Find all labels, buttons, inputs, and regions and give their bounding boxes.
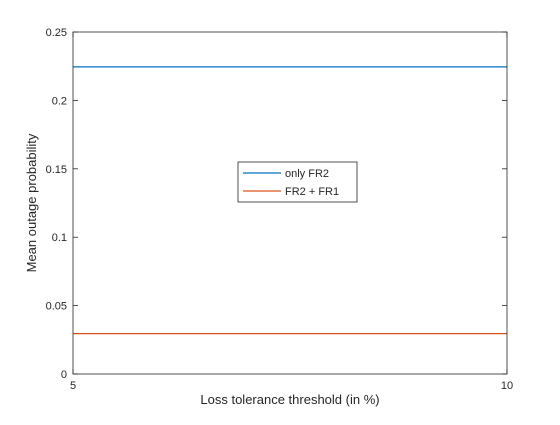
legend-label-1: FR2 + FR1 xyxy=(285,186,339,198)
y-tick-label: 0.25 xyxy=(46,27,67,39)
y-tick-label: 0 xyxy=(61,369,67,381)
legend-label-0: only FR2 xyxy=(285,168,329,180)
x-tick-label: 10 xyxy=(501,380,513,392)
x-axis-label: Loss tolerance threshold (in %) xyxy=(200,392,379,407)
y-tick-label: 0.1 xyxy=(52,232,67,244)
y-axis-label: Mean outage probability xyxy=(24,133,39,272)
y-tick-label: 0.2 xyxy=(52,95,67,107)
plot-area xyxy=(73,32,507,374)
y-tick-label: 0.05 xyxy=(46,301,67,313)
axes-box xyxy=(72,31,508,375)
series-layer xyxy=(73,66,507,335)
ticks-layer: 5 10 0 0.05 0.1 0.15 0.2 0.25 xyxy=(46,27,514,392)
y-tick-label: 0.15 xyxy=(46,164,67,176)
legend: only FR2 FR2 + FR1 xyxy=(237,161,358,203)
legend-box xyxy=(237,161,358,203)
x-tick-label: 5 xyxy=(70,380,76,392)
